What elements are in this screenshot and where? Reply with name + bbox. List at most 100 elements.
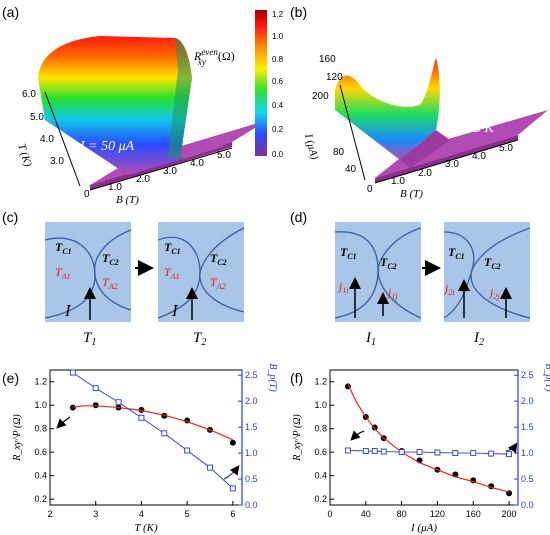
panel-d-right-j1: j2i	[443, 281, 455, 297]
chart-e: 2 3 4 5 6 0.2 0.4 0.6 0.8 1.0 1.2 0.0 0.5 1.0 1.5 2.0 2.…	[12, 363, 278, 534]
data-point-square	[184, 447, 191, 454]
panel-c-left-caption: T1	[83, 330, 96, 348]
panel-c-right-ta1: TA1	[164, 265, 180, 281]
data-point-square	[362, 448, 369, 454]
panel-b-i-axis-line	[339, 84, 366, 181]
panel-b-label: (b)	[290, 4, 307, 20]
y-left-axis-label: R_xy^P (Ω)	[12, 414, 23, 462]
panel-c-right-caption: T2	[193, 330, 206, 348]
x-tick-label: 80	[397, 509, 407, 519]
y-left-tick-label: 0.8	[314, 424, 327, 434]
panel-c-label: (c)	[2, 209, 18, 225]
panel-b-b-tick: 2.0	[418, 168, 432, 179]
y-left-tick-label: 0.2	[314, 494, 327, 504]
panel-c-left-tc1: TC1	[55, 240, 72, 256]
y-left-tick-label: 1.2	[34, 377, 47, 387]
panel-a-b-tick: 5.0	[217, 150, 231, 161]
panel-d-right-box	[444, 222, 530, 322]
y-right-tick-label: 2.0	[245, 396, 258, 406]
y-right-tick-label: 2.5	[521, 370, 534, 380]
panel-c-left-boundary	[93, 229, 132, 311]
y-left-tick-label: 0.6	[34, 447, 47, 457]
panel-a-t-tick: 3.0	[50, 156, 64, 167]
plot-frame	[49, 369, 243, 506]
panel-b-b-axis-label: B (T)	[400, 188, 423, 200]
panel-b-i-axis-label: I (μA)	[302, 132, 321, 161]
panel-a-b-tick: 2.0	[136, 174, 150, 185]
y-right-axis-label: B_p(T)	[543, 363, 550, 392]
panel-b-i-tick: 200	[312, 91, 329, 102]
y-right-tick-label: 2.0	[521, 396, 534, 406]
x-tick-label: 120	[430, 509, 445, 519]
panel-a-t-tick: 4.0	[40, 134, 54, 145]
y-right-tick-label: 0.5	[521, 474, 534, 484]
panel-b-surface-foot	[400, 130, 450, 168]
panel-a-b-axis-label: B (T)	[116, 194, 139, 206]
right-axis-indicator-arrow	[505, 442, 518, 454]
panel-d-right-boundary	[470, 227, 531, 319]
y-right-tick-label: 0.5	[245, 474, 258, 484]
panel-c-right-tc2: TC2	[210, 251, 227, 267]
panel-c-left-tc2: TC2	[102, 251, 119, 267]
panel-a: (a) 6.0 5.0 4.0 3.0 T (K) 0 1.0 2.0 3.0 …	[2, 4, 284, 206]
colorbar-tick: 0.2	[272, 125, 284, 134]
panel-d-right-caption: I2	[473, 330, 484, 348]
panel-c-right-ta2: TA2	[210, 275, 226, 291]
panel-b-b-tick: 5.0	[499, 143, 513, 154]
panel-c-right-boundary	[199, 227, 245, 313]
panel-b-b-axis-line	[374, 139, 519, 184]
panel-d-left-j2: j1j	[386, 285, 398, 301]
y-right-tick-label: 0.0	[245, 500, 258, 510]
panel-a-t-axis-label: T (K)	[15, 142, 34, 168]
colorbar-tick: 0.6	[272, 77, 284, 86]
x-tick-label: 200	[502, 509, 517, 519]
data-point-square	[161, 430, 168, 437]
panel-a-label: (a)	[2, 4, 19, 20]
panel-a-t-tick: 6.0	[22, 89, 36, 100]
y-right-axis-label: B_p(T)	[267, 363, 278, 392]
panel-d-left-caption: I1	[365, 330, 376, 348]
panel-d-right-tc2: TC2	[484, 255, 501, 271]
colorbar-tick: 0.8	[272, 55, 284, 64]
panel-d-right-tc1: TC1	[448, 245, 465, 261]
data-point-square	[138, 414, 145, 421]
data-point-square	[69, 369, 76, 376]
y-left-tick-label: 0.6	[314, 447, 327, 457]
panel-d-left-tc2: TC2	[380, 255, 397, 271]
x-tick-label: 6	[230, 509, 235, 519]
panel-c-right-tc1: TC1	[164, 240, 181, 256]
panel-c-right-current-label: I	[171, 301, 179, 320]
chart-f: 0 40 80 120 160 200 0.2 0.4 0.6 0.8 1.0 1.2 0.0 0.5 1.…	[292, 363, 550, 534]
panel-c-left-ta1: TA1	[55, 265, 71, 281]
panel-c: (c) TC1 TC2 TA1 TA2 I T1 TC1 TC2 TA1 TA2…	[2, 209, 245, 348]
y-right-tick-label: 1.5	[521, 422, 534, 432]
panel-b-i-tick: 120	[326, 72, 343, 83]
y-right-tick-label: 1.0	[521, 448, 534, 458]
panel-a-b-tick: 3.0	[163, 166, 177, 177]
panel-a-b-tick: 1.0	[108, 182, 122, 193]
panel-b: (b) 200 160 120 80 40 I (μA) 0 1.0 2.0 3…	[290, 4, 548, 200]
panel-a-b-axis-line	[89, 147, 233, 191]
fit-curve	[72, 405, 234, 441]
data-point-circle	[69, 404, 76, 411]
panel-f-label: (f)	[290, 370, 303, 386]
y-right-tick-label: 0.0	[521, 500, 534, 510]
x-tick-label: 5	[185, 509, 190, 519]
data-point-square	[452, 450, 459, 457]
panel-c-right-box	[158, 222, 244, 322]
panel-d-left-boundary	[377, 227, 422, 319]
panel-d-left-j1: j1i	[337, 279, 349, 295]
data-point-square	[380, 448, 387, 455]
x-tick-label: 40	[361, 509, 371, 519]
fit-curve	[347, 383, 510, 493]
panel-c-left-box	[45, 222, 131, 322]
data-point-square	[229, 485, 236, 492]
data-point-circle	[229, 439, 236, 446]
panel-d: (d) TC1 TC2 j1i j1j I1 TC1 TC2 j2i j2j I…	[290, 209, 531, 348]
y-left-tick-label: 1.0	[34, 400, 47, 410]
x-axis-label: I (μA)	[410, 522, 437, 534]
data-point-square	[416, 449, 423, 455]
panel-b-base-edge	[375, 135, 518, 183]
colorbar-tick: 0.0	[272, 150, 284, 159]
